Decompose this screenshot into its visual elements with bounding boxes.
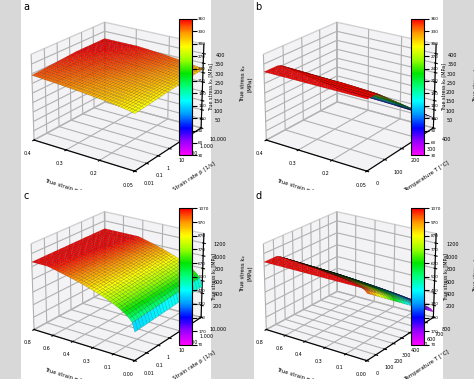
Text: a: a xyxy=(23,2,29,12)
Y-axis label: True stress kₑ [MPa]: True stress kₑ [MPa] xyxy=(211,253,216,301)
Y-axis label: True stress kₑ [MPa]: True stress kₑ [MPa] xyxy=(209,63,214,111)
Y-axis label: Temperature T [°C]: Temperature T [°C] xyxy=(403,160,450,193)
X-axis label: True strain φ [-]: True strain φ [-] xyxy=(44,367,86,379)
Text: Strain rate ṗ= 0.01 1/s: Strain rate ṗ= 0.01 1/s xyxy=(393,193,443,197)
Text: EN AW-6060 T66, t= 3 mm: EN AW-6060 T66, t= 3 mm xyxy=(21,193,80,197)
Y-axis label: Strain rate ṗ [1/s]: Strain rate ṗ [1/s] xyxy=(172,350,216,379)
X-axis label: True strain φ [-]: True strain φ [-] xyxy=(44,178,86,195)
Text: d: d xyxy=(255,191,262,201)
Y-axis label: Strain rate ṗ [1/s]: Strain rate ṗ [1/s] xyxy=(172,161,216,191)
X-axis label: True strain φ [-]: True strain φ [-] xyxy=(276,178,318,195)
Text: c: c xyxy=(23,191,28,201)
X-axis label: True strain φ [-]: True strain φ [-] xyxy=(276,367,318,379)
Y-axis label: Temperature T [°C]: Temperature T [°C] xyxy=(403,349,450,379)
Y-axis label: True stress kₑ [MPa]: True stress kₑ [MPa] xyxy=(444,253,448,301)
Text: b: b xyxy=(255,2,262,12)
Y-axis label: True stress kₑ [MPa]: True stress kₑ [MPa] xyxy=(441,63,446,111)
Text: Temperature T = RT: Temperature T = RT xyxy=(168,193,211,197)
Text: EN AW-6060 T66, t= 3 mm: EN AW-6060 T66, t= 3 mm xyxy=(254,193,312,197)
